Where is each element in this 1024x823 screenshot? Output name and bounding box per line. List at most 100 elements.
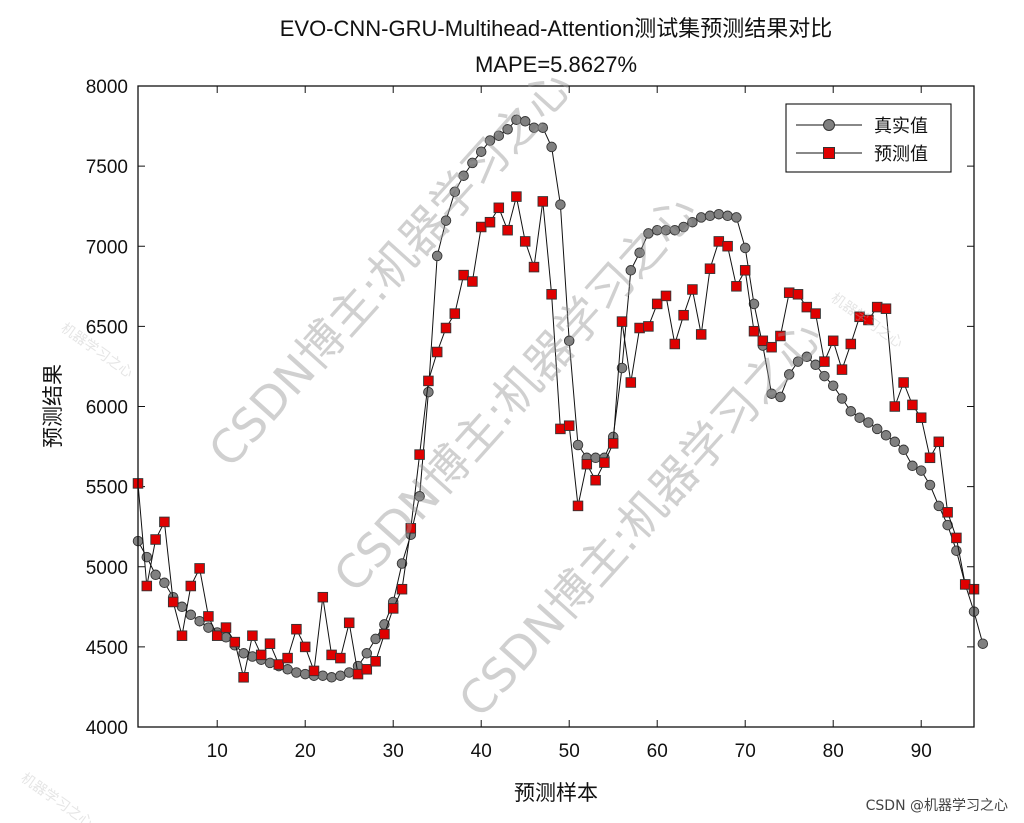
- data-point-predicted: [898, 377, 909, 388]
- data-point-predicted: [537, 196, 549, 207]
- data-point-predicted: [475, 221, 487, 233]
- data-point-actual: [326, 672, 337, 683]
- data-point-predicted: [211, 630, 223, 641]
- legend-label-actual: 真实值: [874, 116, 928, 137]
- y-tick-label: 4500: [86, 638, 128, 659]
- legend-box: [785, 103, 952, 173]
- data-point-actual: [819, 370, 830, 382]
- credit-text: CSDN @机器学习之心: [866, 798, 1008, 814]
- data-point-predicted: [731, 281, 742, 292]
- data-point-actual: [440, 215, 452, 226]
- data-point-actual: [731, 212, 742, 223]
- data-point-predicted: [282, 652, 293, 664]
- data-point-actual: [335, 670, 346, 681]
- data-point-actual: [396, 558, 408, 569]
- data-point-predicted: [519, 236, 531, 247]
- data-point-actual: [423, 386, 434, 398]
- data-point-actual: [519, 116, 531, 127]
- data-point-predicted: [493, 202, 505, 214]
- data-point-predicted: [827, 335, 839, 347]
- data-point-predicted: [414, 449, 425, 460]
- data-point-actual: [537, 122, 549, 133]
- data-point-actual: [915, 465, 927, 476]
- data-point-predicted: [449, 308, 461, 319]
- data-point-predicted: [423, 375, 434, 387]
- data-point-predicted: [555, 423, 566, 435]
- data-point-predicted: [220, 622, 232, 633]
- data-point-predicted: [625, 377, 637, 388]
- data-point-predicted: [343, 617, 355, 629]
- legend-entry-predicted: 预测值: [796, 144, 928, 165]
- data-point-actual: [458, 170, 469, 181]
- data-point-predicted: [810, 308, 821, 319]
- data-point-predicted: [643, 321, 654, 332]
- data-point-predicted: [599, 457, 610, 468]
- legend-entry-actual: 真实值: [796, 116, 928, 137]
- data-point-predicted: [687, 284, 698, 295]
- data-point-predicted: [863, 314, 874, 326]
- data-point-actual: [634, 247, 645, 258]
- data-point-actual: [836, 393, 848, 404]
- data-point-predicted: [141, 580, 153, 592]
- data-point-predicted: [203, 611, 214, 622]
- y-tick-label: 4000: [86, 718, 128, 739]
- data-point-predicted: [167, 596, 179, 608]
- data-point-predicted: [651, 298, 663, 310]
- data-point-predicted: [933, 436, 945, 448]
- data-point-predicted: [801, 301, 813, 313]
- data-point-actual: [713, 208, 725, 220]
- data-point-predicted: [335, 652, 346, 664]
- data-point-predicted: [607, 438, 619, 449]
- data-point-predicted: [704, 263, 716, 274]
- y-tick-label: 6500: [86, 317, 128, 338]
- data-point-predicted: [880, 303, 892, 314]
- data-point-predicted: [176, 630, 188, 641]
- data-point-predicted: [942, 507, 953, 518]
- data-point-actual: [546, 141, 557, 153]
- data-point-predicted: [775, 330, 786, 342]
- data-point-actual: [590, 452, 601, 464]
- x-tick-label: 60: [647, 741, 668, 762]
- data-point-actual: [889, 436, 901, 448]
- x-axis-label: 预测样本: [514, 781, 598, 805]
- data-point-actual: [898, 444, 909, 456]
- data-point-actual: [845, 406, 857, 417]
- x-tick-label: 80: [823, 741, 844, 762]
- legend: 真实值 预测值: [785, 103, 952, 173]
- data-point-predicted: [563, 420, 575, 431]
- data-point-actual: [291, 667, 302, 678]
- legend-label-predicted: 预测值: [874, 144, 928, 165]
- data-point-predicted: [581, 458, 593, 470]
- chart-title: EVO-CNN-GRU-Multihead-Attention测试集预测结果对比: [280, 16, 833, 41]
- y-tick-label: 6000: [86, 398, 128, 419]
- data-point-actual: [563, 335, 575, 347]
- data-point-predicted: [915, 412, 927, 423]
- data-point-predicted: [845, 338, 857, 350]
- data-point-predicted: [695, 329, 707, 340]
- data-point-actual: [282, 664, 293, 675]
- data-point-actual: [141, 551, 153, 563]
- data-point-predicted: [959, 579, 971, 590]
- data-point-predicted: [467, 276, 478, 287]
- x-tick-label: 20: [295, 741, 316, 762]
- data-point-actual: [449, 186, 461, 198]
- data-point-actual: [343, 667, 355, 678]
- data-point-actual: [933, 500, 945, 512]
- x-tick-label: 90: [911, 741, 932, 762]
- data-point-actual: [502, 124, 513, 135]
- legend-marker-circle: [823, 119, 835, 131]
- data-point-actual: [907, 460, 918, 472]
- data-point-actual: [801, 351, 813, 363]
- data-point-predicted: [951, 532, 962, 544]
- data-point-predicted: [889, 401, 901, 412]
- data-point-actual: [484, 135, 496, 146]
- y-axis-label: 预测结果: [41, 364, 65, 448]
- data-point-predicted: [502, 224, 513, 236]
- data-point-actual: [792, 356, 804, 367]
- data-point-predicted: [757, 335, 769, 347]
- data-point-predicted: [572, 500, 584, 512]
- data-point-predicted: [255, 649, 267, 661]
- data-point-predicted: [405, 523, 417, 534]
- data-point-actual: [722, 210, 733, 222]
